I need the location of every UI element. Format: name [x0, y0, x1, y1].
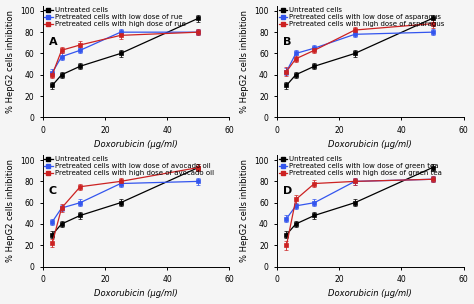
Text: C: C: [48, 186, 57, 196]
Y-axis label: % HepG2 cells inhibition: % HepG2 cells inhibition: [240, 10, 249, 113]
Legend: Untreated cells, Pretreated cells with low dose of avocado oil, Pretreated cells: Untreated cells, Pretreated cells with l…: [44, 155, 215, 177]
Legend: Untreated cells, Pretreated cells with low dose of rue, Pretreated cells with hi: Untreated cells, Pretreated cells with l…: [44, 6, 186, 28]
Y-axis label: % HepG2 cells inhibition: % HepG2 cells inhibition: [6, 10, 15, 113]
X-axis label: Doxorubicin (μg/ml): Doxorubicin (μg/ml): [94, 289, 178, 299]
X-axis label: Doxorubicin (μg/ml): Doxorubicin (μg/ml): [94, 140, 178, 149]
Text: D: D: [283, 186, 292, 196]
Legend: Untreated cells, Pretreated cells with low dose of green tea, Pretreated cells w: Untreated cells, Pretreated cells with l…: [278, 155, 443, 177]
X-axis label: Doxorubicin (μg/ml): Doxorubicin (μg/ml): [328, 140, 412, 149]
Y-axis label: % HepG2 cells inhibition: % HepG2 cells inhibition: [6, 159, 15, 262]
Y-axis label: % HepG2 cells inhibition: % HepG2 cells inhibition: [240, 159, 249, 262]
Text: B: B: [283, 37, 291, 47]
X-axis label: Doxorubicin (μg/ml): Doxorubicin (μg/ml): [328, 289, 412, 299]
Legend: Untreated cells, Pretreated cells with low dose of asparagus, Pretreated cells w: Untreated cells, Pretreated cells with l…: [278, 6, 445, 28]
Text: A: A: [48, 37, 57, 47]
